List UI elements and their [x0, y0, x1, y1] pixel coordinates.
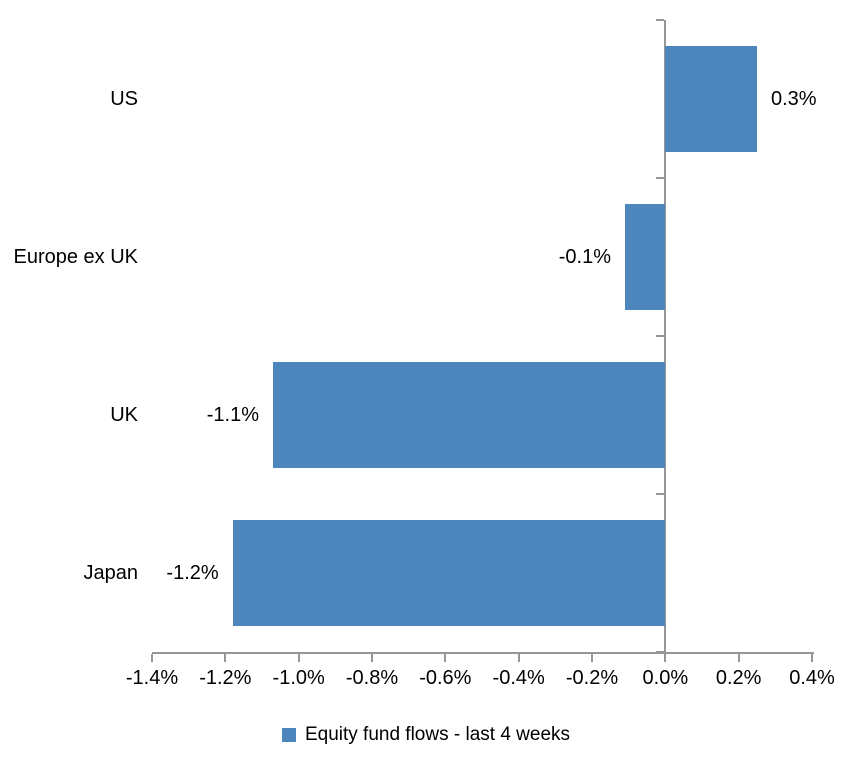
x-axis-tick: [591, 654, 593, 662]
bar-europe-ex-uk: [625, 204, 666, 310]
x-axis-tick: [517, 654, 520, 662]
y-axis-tick: [656, 177, 665, 179]
x-axis-tick-label: -0.2%: [565, 667, 619, 689]
data-label: -1.2%: [166, 562, 219, 584]
x-axis-tick: [737, 654, 740, 662]
bar-japan: [232, 520, 666, 626]
y-axis-tick: [656, 19, 665, 21]
x-axis-tick: [224, 654, 227, 662]
x-axis-tick-label: -0.4%: [492, 667, 545, 689]
x-axis-tick: [664, 654, 667, 662]
data-label: -1.1%: [206, 404, 259, 426]
y-axis-tick: [656, 335, 665, 337]
x-axis-tick-label: -1.0%: [272, 667, 325, 689]
legend-label: Equity fund flows - last 4 weeks: [304, 724, 571, 745]
x-axis-tick: [151, 654, 153, 662]
y-axis-tick: [656, 493, 665, 495]
bar-uk: [273, 362, 666, 468]
legend-swatch-icon: [281, 728, 296, 742]
x-axis-tick-label: 0.2%: [715, 667, 762, 689]
x-axis-tick: [371, 654, 373, 662]
x-axis-tick-label: 0.0%: [642, 667, 689, 689]
category-label: UK: [110, 404, 138, 426]
legend: Equity fund flows - last 4 weeks: [0, 723, 852, 747]
data-label: -0.1%: [558, 246, 611, 268]
x-axis-tick: [297, 654, 300, 662]
category-label: Europe ex UK: [13, 246, 138, 268]
x-axis-tick-label: 0.4%: [789, 667, 835, 689]
x-axis-tick-label: -1.4%: [125, 667, 179, 689]
category-label: US: [110, 88, 138, 110]
data-label: 0.3%: [771, 88, 817, 110]
x-axis-tick-label: -0.6%: [419, 667, 472, 689]
x-axis-line: [152, 652, 814, 654]
y-axis-line: [664, 20, 667, 654]
x-axis-tick: [444, 654, 447, 662]
x-axis-tick: [811, 654, 813, 662]
category-label: Japan: [83, 562, 139, 584]
bar-us: [665, 46, 757, 152]
x-axis-tick-label: -0.8%: [345, 667, 399, 689]
x-axis-tick-label: -1.2%: [199, 667, 252, 689]
